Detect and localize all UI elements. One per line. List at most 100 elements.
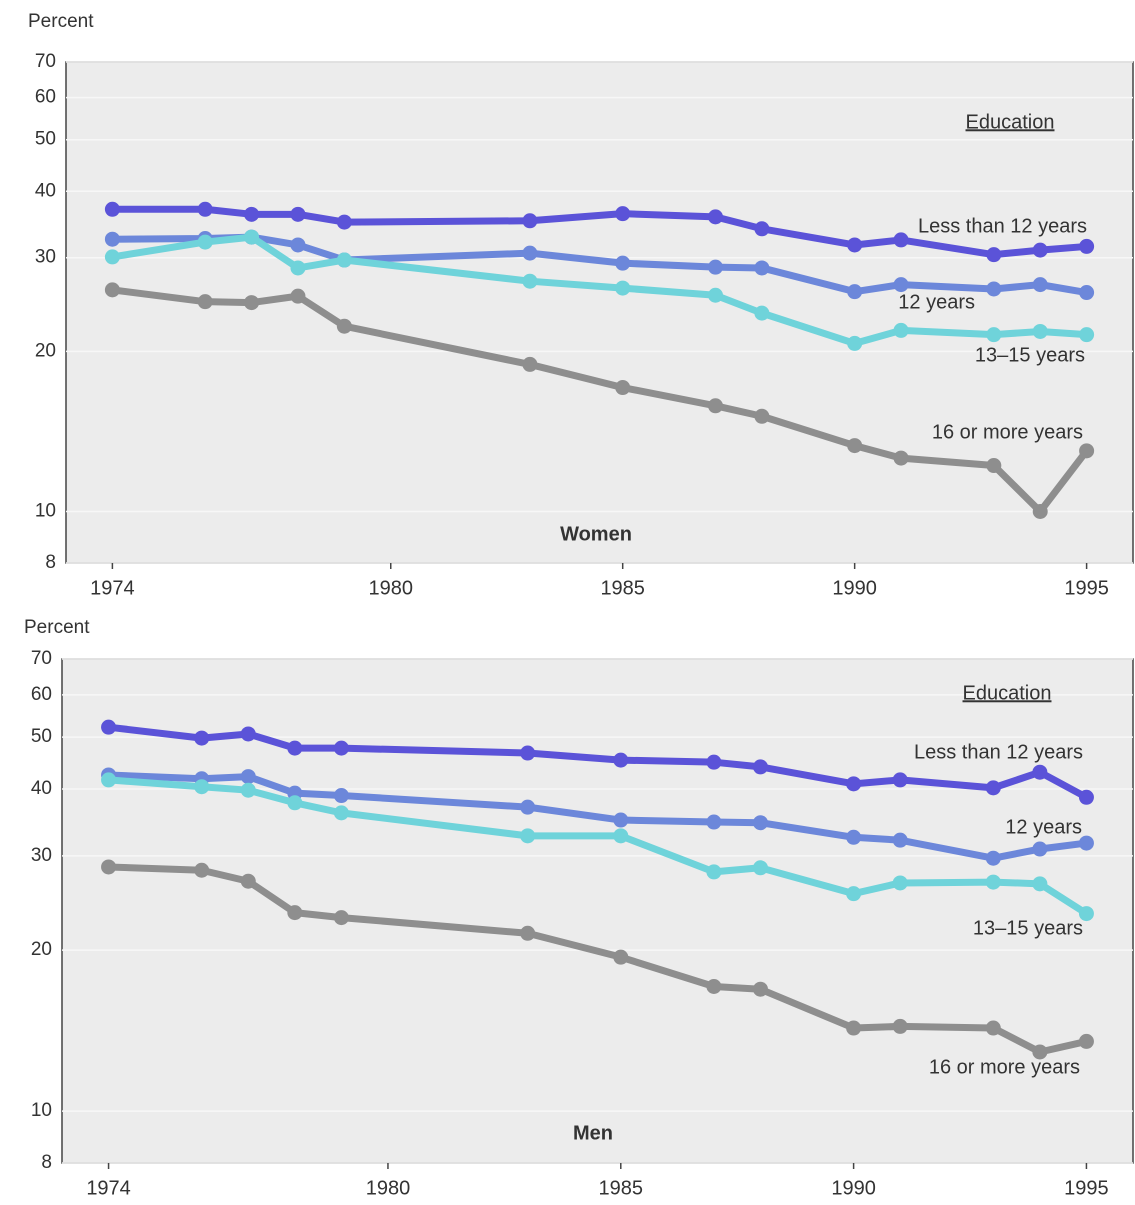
y-tick-label: 70 (31, 648, 52, 669)
data-point (613, 949, 629, 965)
series-label: 16 or more years (929, 1056, 1080, 1078)
data-point (197, 294, 213, 310)
x-tick-label: 1980 (368, 577, 413, 599)
data-point (290, 206, 306, 222)
series-line (108, 863, 1088, 1056)
data-point (613, 812, 629, 828)
y-tick-label: 60 (31, 684, 52, 705)
data-point (754, 305, 770, 321)
data-point (613, 828, 629, 844)
data-point (1079, 238, 1095, 254)
data-point (522, 213, 538, 229)
data-point (290, 237, 306, 253)
data-point (333, 910, 349, 926)
data-point (104, 201, 120, 217)
data-point (846, 829, 862, 845)
data-point (1078, 789, 1094, 805)
series-label: Less than 12 years (914, 741, 1083, 763)
data-point (752, 759, 768, 775)
data-point (1078, 835, 1094, 851)
data-point (892, 772, 908, 788)
data-point (847, 284, 863, 300)
series-line (108, 771, 1087, 862)
series-label: 12 years (1005, 816, 1082, 838)
data-point (847, 335, 863, 351)
series-label: 13–15 years (975, 344, 1085, 366)
data-point (613, 752, 629, 768)
data-point (244, 206, 260, 222)
data-point (336, 214, 352, 230)
x-tick-label: 1990 (831, 1177, 876, 1199)
data-point (707, 259, 723, 275)
data-point (104, 282, 120, 298)
data-point (752, 815, 768, 831)
data-point (287, 795, 303, 811)
data-point (520, 828, 536, 844)
data-point (1079, 443, 1095, 459)
data-point (101, 719, 117, 735)
y-axis-label: Percent (28, 11, 94, 32)
data-point (752, 981, 768, 997)
data-point (986, 281, 1002, 297)
data-point (707, 398, 723, 414)
series-label: 12 years (898, 291, 975, 313)
series-label: 13–15 years (973, 917, 1083, 939)
data-point (986, 247, 1002, 263)
data-point (615, 280, 631, 296)
data-point (706, 864, 722, 880)
y-tick-label: 40 (35, 180, 56, 201)
data-point (194, 730, 210, 746)
data-point (986, 327, 1002, 343)
y-tick-label: 10 (31, 1100, 52, 1121)
data-point (893, 277, 909, 293)
data-point (244, 229, 260, 245)
data-point (985, 1020, 1001, 1036)
x-tick-label: 1980 (366, 1177, 411, 1199)
data-point (986, 458, 1002, 474)
data-point (752, 860, 768, 876)
y-tick-label: 70 (35, 51, 56, 72)
data-point (333, 740, 349, 756)
data-point (197, 234, 213, 250)
data-point (520, 799, 536, 815)
data-point (1032, 503, 1048, 519)
data-point (1079, 327, 1095, 343)
data-point (520, 745, 536, 761)
data-point (1032, 242, 1048, 258)
data-point (706, 978, 722, 994)
y-tick-label: 60 (35, 87, 56, 108)
y-tick-label: 20 (31, 939, 52, 960)
legend-title: Education (966, 111, 1055, 133)
y-tick-label: 40 (31, 778, 52, 799)
data-point (104, 249, 120, 265)
plot-area (65, 61, 1134, 564)
data-point (846, 776, 862, 792)
data-point (104, 231, 120, 247)
data-point (522, 273, 538, 289)
data-point (290, 260, 306, 276)
plot-area (61, 658, 1134, 1164)
data-point (706, 814, 722, 830)
x-tick-label: 1974 (86, 1177, 131, 1199)
data-point (846, 886, 862, 902)
x-tick-label: 1990 (832, 577, 877, 599)
data-point (287, 905, 303, 921)
data-point (754, 260, 770, 276)
data-point (1032, 323, 1048, 339)
y-tick-label: 10 (35, 500, 56, 521)
y-tick-label: 8 (45, 552, 56, 573)
y-axis-label: Percent (24, 617, 90, 638)
data-point (892, 875, 908, 891)
series-label: 16 or more years (932, 421, 1083, 443)
data-point (101, 772, 117, 788)
data-point (893, 322, 909, 338)
data-point (847, 438, 863, 454)
legend-title: Education (963, 682, 1052, 704)
data-point (287, 740, 303, 756)
data-point (194, 862, 210, 878)
panel-label: Men (573, 1122, 613, 1144)
data-point (1078, 1033, 1094, 1049)
y-tick-label: 30 (35, 247, 56, 268)
data-point (240, 769, 256, 785)
